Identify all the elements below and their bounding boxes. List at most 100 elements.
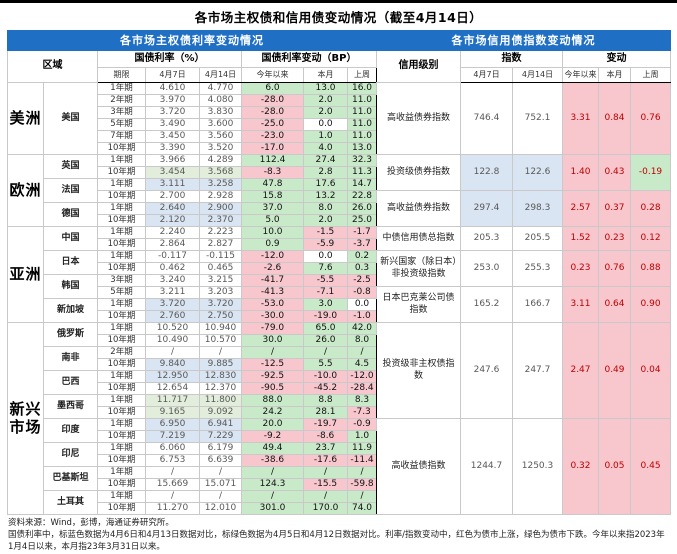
tenor-label: 10年期 (97, 190, 146, 203)
rate-change-month: -45.2 (303, 382, 348, 395)
tenor-label: 1年期 (97, 202, 146, 215)
rate-change-week: -0.8 (347, 286, 377, 299)
country-label: 墨西哥 (43, 394, 98, 419)
header-left-month: 本月 (303, 67, 348, 83)
table-row: 日本 1年期 -0.117 -0.115 -12.0 0.0 0.2 新兴国家（除日本）非投资… (8, 250, 672, 287)
index-value-date1: 122.8 (460, 154, 513, 191)
rate-change-week: 1.0 (347, 430, 377, 443)
index-value-date2: 247.7 (512, 322, 563, 419)
rate-value-date2: 4.770 (199, 82, 242, 95)
tenor-label: 10年期 (97, 142, 146, 155)
rate-value-date1: 2.760 (145, 310, 200, 323)
index-change-week: 0.88 (629, 250, 672, 287)
table-row: 10年期 12.654 12.370 -90.5 -45.2 -28.4 (8, 382, 671, 395)
rate-value-date1: 2.640 (145, 202, 200, 215)
rate-value-date1: 6.753 (145, 454, 200, 467)
index-change-ytd: 3.11 (562, 286, 599, 323)
rate-change-week: 8.3 (347, 394, 377, 407)
header-right-month: 本月 (598, 67, 631, 83)
rate-value-date1: 3.970 (145, 94, 200, 107)
rate-change-week: -12.0 (347, 370, 377, 383)
rate-change-week: 0.0 (347, 298, 377, 311)
rate-value-date2: 12.370 (199, 382, 242, 395)
index-change-week: 0.76 (629, 82, 672, 155)
header-region: 区域 (7, 50, 98, 83)
rate-change-ytd: / (241, 346, 304, 359)
country-label: 法国 (43, 178, 98, 203)
table-row: 10年期 2.700 2.928 15.8 13.2 22.8 高收益债券指数 297.4 29… (8, 190, 672, 227)
rate-change-ytd: 49.4 (241, 442, 304, 455)
rate-change-ytd: 10.0 (241, 226, 304, 239)
rate-value-date1: 3.450 (145, 130, 200, 143)
rate-value-date2: 3.600 (199, 118, 242, 131)
country-label: 俄罗斯 (43, 322, 98, 347)
rate-change-ytd: 24.2 (241, 406, 304, 419)
rate-change-month: 13.2 (303, 190, 348, 203)
rate-change-week: 11.3 (347, 166, 377, 179)
table-row: 印度 1年期 6.950 6.941 20.0 -19.7 -0.9 高收益债指数 1244.7… (8, 418, 672, 515)
rate-value-date2: 6.179 (199, 442, 242, 455)
header-left-date2: 4月14日 (199, 67, 242, 83)
rate-change-ytd: 88.0 (241, 394, 304, 407)
rate-value-date2: 3.203 (199, 286, 242, 299)
rate-change-week: -7.3 (347, 406, 377, 419)
table-row: 南非 2年期 / / / / / (8, 346, 671, 371)
rate-change-week: 0.2 (347, 250, 377, 263)
rate-value-date1: 10.520 (145, 322, 200, 335)
rate-change-ytd: -12.0 (241, 250, 304, 263)
index-value-date1: 165.2 (460, 286, 513, 323)
rate-change-month: 4.0 (303, 142, 348, 155)
country-label: 英国 (43, 154, 98, 179)
tenor-label: 10年期 (97, 334, 146, 347)
rate-change-week: -11.4 (347, 454, 377, 467)
rate-change-ytd: -28.0 (241, 94, 304, 107)
tenor-label: 10年期 (97, 214, 146, 227)
rate-value-date2: 9.092 (199, 406, 242, 419)
rate-value-date1: / (145, 490, 200, 503)
rate-change-week: 13.0 (347, 142, 377, 155)
rate-value-date2: 15.071 (199, 478, 242, 491)
rate-value-date1: 11.270 (145, 502, 200, 515)
rate-change-week: 25.0 (347, 214, 377, 227)
index-change-week: 0.04 (629, 322, 672, 419)
header-rate-group: 国债利率（%） (97, 50, 242, 68)
rate-change-ytd: 30.0 (241, 334, 304, 347)
rate-change-ytd: -17.0 (241, 142, 304, 155)
tenor-label: 1年期 (97, 370, 146, 383)
table-row: 印尼 1年期 6.060 6.179 49.4 23.7 11.9 (8, 442, 671, 467)
rate-value-date2: 6.941 (199, 418, 242, 431)
rate-value-date1: 7.219 (145, 430, 200, 443)
rate-change-ytd: 112.4 (241, 154, 304, 167)
rate-change-month: -1.5 (303, 226, 348, 239)
rate-change-ytd: / (241, 490, 304, 503)
credit-level-label: 中债信用债总指数 (376, 226, 461, 251)
credit-level-label: 高收益债券指数 (376, 190, 461, 227)
index-value-date1: 746.4 (460, 82, 513, 155)
rate-change-ytd: 15.8 (241, 190, 304, 203)
rate-value-date2: 3.258 (199, 178, 242, 191)
tenor-label: 1年期 (97, 154, 146, 167)
index-value-date2: 166.7 (512, 286, 563, 323)
index-value-date1: 1244.7 (460, 418, 513, 515)
rate-value-date2: 7.229 (199, 430, 242, 443)
rate-change-month: 170.0 (303, 502, 348, 515)
header-left-date1: 4月7日 (145, 67, 200, 83)
rate-value-date2: 3.560 (199, 130, 242, 143)
tenor-label: 5年期 (97, 286, 146, 299)
region-label: 欧洲 (7, 154, 44, 227)
table-row: 10年期 2.120 2.370 5.0 2.0 25.0 (8, 214, 671, 227)
header-tenor: 期限 (97, 67, 146, 83)
rate-change-week: -2.5 (347, 274, 377, 287)
rate-change-month: -5.9 (303, 238, 348, 251)
rate-change-month: 2.8 (303, 166, 348, 179)
rate-value-date2: / (199, 346, 242, 359)
index-change-ytd: 0.32 (562, 418, 599, 515)
rate-value-date2: / (199, 490, 242, 503)
rate-change-week: / (347, 346, 377, 359)
rate-value-date2: 4.080 (199, 94, 242, 107)
index-change-week: -0.19 (629, 154, 672, 191)
rate-value-date2: 2.223 (199, 226, 242, 239)
rate-change-week: -1.0 (347, 310, 377, 323)
rate-value-date2: 2.900 (199, 202, 242, 215)
rate-value-date1: 4.610 (145, 82, 200, 95)
